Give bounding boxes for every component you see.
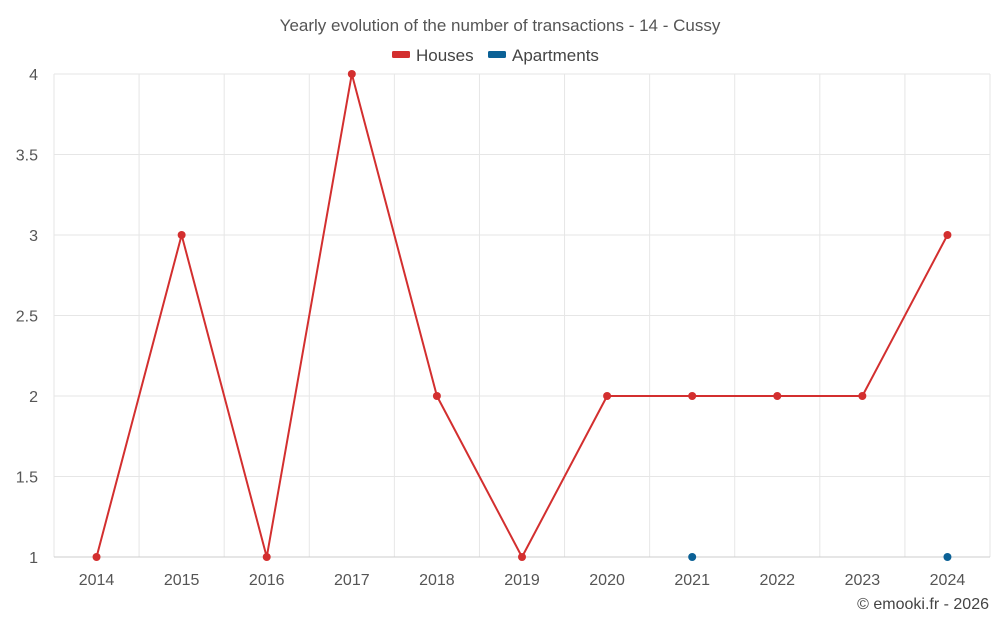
series-apartments	[688, 553, 952, 561]
series	[92, 70, 952, 561]
data-point-houses[interactable]	[262, 553, 271, 561]
y-tick-label: 4	[29, 67, 38, 84]
data-point-houses[interactable]	[432, 392, 441, 400]
series-houses	[92, 70, 952, 561]
data-point-houses[interactable]	[92, 553, 101, 561]
data-point-houses[interactable]	[177, 231, 186, 239]
data-point-houses[interactable]	[943, 231, 952, 239]
x-tick-label: 2020	[589, 572, 625, 589]
chart-title: Yearly evolution of the number of transa…	[280, 16, 721, 35]
data-point-houses[interactable]	[688, 392, 697, 400]
y-tick-label: 2.5	[16, 309, 38, 326]
data-point-apartments[interactable]	[688, 553, 697, 561]
data-point-houses[interactable]	[347, 70, 356, 78]
x-tick-label: 2021	[674, 572, 710, 589]
y-tick-label: 3.5	[16, 148, 38, 165]
data-point-houses[interactable]	[858, 392, 867, 400]
x-tick-label: 2017	[334, 572, 370, 589]
x-tick-label: 2024	[930, 572, 966, 589]
x-tick-label: 2014	[79, 572, 115, 589]
x-tick-label: 2015	[164, 572, 200, 589]
credit-text: © emooki.fr - 2026	[857, 596, 989, 613]
y-tick-label: 2	[29, 389, 38, 406]
y-tick-label: 3	[29, 228, 38, 245]
legend-swatch-houses	[392, 51, 410, 58]
x-tick-label: 2019	[504, 572, 540, 589]
data-point-houses[interactable]	[773, 392, 782, 400]
x-tick-label: 2023	[845, 572, 881, 589]
x-tick-label: 2018	[419, 572, 455, 589]
legend-label-apartments[interactable]: Apartments	[512, 46, 599, 65]
legend-swatch-apartments	[488, 51, 506, 58]
legend: Houses Apartments	[392, 46, 599, 65]
grid	[53, 73, 991, 557]
data-point-houses[interactable]	[603, 392, 612, 400]
legend-label-houses[interactable]: Houses	[416, 46, 474, 65]
y-tick-label: 1.5	[16, 470, 38, 487]
data-point-apartments[interactable]	[943, 553, 952, 561]
x-tick-label: 2022	[759, 572, 795, 589]
x-tick-label: 2016	[249, 572, 285, 589]
data-point-houses[interactable]	[518, 553, 526, 561]
y-tick-label: 1	[29, 550, 38, 567]
axes: 1 1.5 2 2.5 3 3.5 4 2014 2015 2016 2017 2018 2019 202…	[16, 67, 990, 589]
